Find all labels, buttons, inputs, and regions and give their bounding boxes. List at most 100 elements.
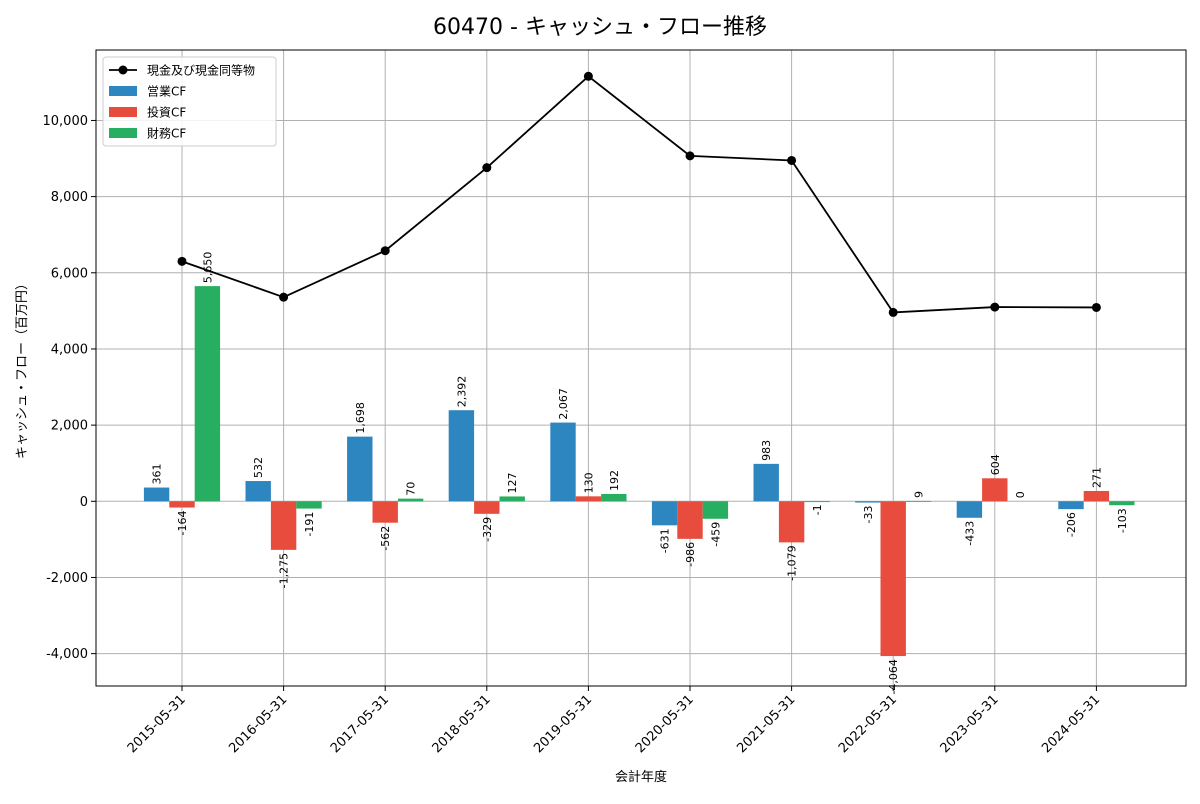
bar-財務CF-2016-05-31	[296, 501, 322, 509]
line-point	[888, 307, 898, 317]
bar-投資CF-2023-05-31	[982, 478, 1008, 502]
y-tick-label: -4,000	[46, 647, 88, 662]
data-label: 0	[1014, 491, 1027, 498]
data-label: -433	[963, 521, 976, 546]
bar-投資CF-2024-05-31	[1083, 490, 1110, 502]
bar-投資CF-2017-05-31	[372, 501, 398, 523]
data-label: 70	[405, 482, 418, 496]
bar-財務CF-2018-05-31	[499, 496, 525, 502]
bar-投資CF-2022-05-31	[880, 501, 906, 657]
bar-財務CF-2022-05-31	[905, 500, 932, 502]
data-label: -206	[1065, 512, 1078, 537]
data-label: 2,067	[557, 388, 570, 420]
data-label: 5,650	[201, 252, 214, 284]
bar-財務CF-2015-05-31	[194, 286, 221, 502]
data-label: 983	[760, 440, 773, 461]
x-tick-label: 2022-05-31	[836, 692, 900, 756]
data-label: 2,392	[455, 376, 468, 408]
y-tick-label: 2,000	[51, 419, 88, 434]
data-label: -103	[1116, 508, 1129, 533]
line-point	[583, 71, 593, 81]
bar-営業CF-2016-05-31	[245, 481, 271, 502]
bar-営業CF-2020-05-31	[651, 501, 678, 526]
line-layer	[177, 71, 1101, 317]
plot-frame	[95, 49, 1187, 687]
bar-財務CF-2019-05-31	[601, 493, 627, 502]
bar-財務CF-2024-05-31	[1109, 501, 1135, 506]
line-point	[279, 292, 289, 302]
line-point	[380, 246, 390, 256]
line-point	[787, 155, 797, 165]
line-point	[685, 151, 695, 161]
bar-営業CF-2017-05-31	[347, 436, 373, 502]
x-tick-label: 2015-05-31	[125, 692, 189, 756]
data-label: -191	[303, 512, 316, 537]
bar-財務CF-2020-05-31	[702, 501, 729, 519]
x-tick-label: 2017-05-31	[328, 692, 392, 756]
data-label: 361	[151, 464, 164, 485]
y-tick-label: 0	[80, 495, 88, 510]
x-tick-label: 2019-05-31	[531, 692, 595, 756]
data-label: 604	[989, 454, 1002, 475]
data-label: -631	[659, 528, 672, 553]
legend-entry: 財務CF	[147, 126, 186, 141]
bar-営業CF-2018-05-31	[448, 410, 475, 502]
line-point	[1091, 302, 1101, 312]
data-label: -33	[862, 506, 875, 524]
data-label: 532	[252, 457, 265, 478]
data-label: -1	[811, 504, 824, 515]
data-label: 271	[1090, 467, 1103, 488]
bar-投資CF-2018-05-31	[474, 501, 500, 514]
legend-entry: 営業CF	[147, 85, 186, 99]
line-point	[482, 163, 492, 173]
x-axis-label: 会計年度	[615, 769, 667, 785]
bar-財務CF-2021-05-31	[804, 501, 830, 503]
data-label: 9	[913, 491, 926, 498]
line-point	[177, 256, 187, 266]
data-label-layer: 361 532 1,698 2,392 2,067 -631 983 -33 -433 -206 -…	[151, 252, 1129, 695]
x-tick-label: 2024-05-31	[1039, 692, 1103, 756]
legend-bar-swatch	[109, 86, 137, 96]
bar-投資CF-2016-05-31	[270, 501, 297, 550]
data-label: -1,275	[278, 553, 291, 588]
legend-bar-swatch	[109, 107, 137, 117]
legend-bar-swatch	[109, 128, 137, 138]
line-現金及び現金同等物	[181, 75, 1097, 314]
legend-box	[102, 56, 277, 147]
y-tick-label: 10,000	[43, 114, 89, 129]
bar-投資CF-2021-05-31	[778, 501, 805, 543]
grid-layer	[96, 50, 1186, 686]
x-tick-label: 2021-05-31	[734, 692, 798, 756]
data-label: -1,079	[786, 545, 799, 580]
bar-営業CF-2024-05-31	[1058, 501, 1084, 510]
bar-営業CF-2023-05-31	[956, 501, 983, 518]
legend-entry: 現金及び現金同等物	[147, 63, 255, 78]
bar-layer	[143, 286, 1135, 657]
legend-marker	[118, 65, 128, 75]
data-label: -329	[481, 517, 494, 542]
y-tick-label: 6,000	[51, 266, 88, 281]
x-tick-label: 2023-05-31	[938, 692, 1002, 756]
bar-投資CF-2020-05-31	[677, 501, 703, 539]
data-label: 192	[608, 470, 621, 491]
bar-営業CF-2019-05-31	[550, 422, 576, 502]
data-label: -986	[684, 542, 697, 567]
y-tick-label: -2,000	[46, 571, 88, 586]
legend-entry: 投資CF	[147, 105, 186, 120]
data-label: 130	[582, 472, 595, 493]
data-label: -164	[176, 511, 189, 536]
x-tick-label: 2018-05-31	[430, 692, 494, 756]
line-point	[990, 302, 1000, 312]
data-label: 1,698	[354, 402, 367, 434]
bar-営業CF-2021-05-31	[753, 463, 779, 502]
y-axis-label: キャッシュ・フロー（百万円）	[15, 277, 30, 459]
bar-投資CF-2019-05-31	[575, 496, 602, 502]
y-tick-label: 4,000	[51, 342, 88, 357]
bar-投資CF-2015-05-31	[169, 501, 195, 508]
x-tick-label: 2020-05-31	[633, 692, 697, 756]
data-label: -459	[709, 522, 722, 547]
y-tick-label: 8,000	[51, 190, 88, 205]
